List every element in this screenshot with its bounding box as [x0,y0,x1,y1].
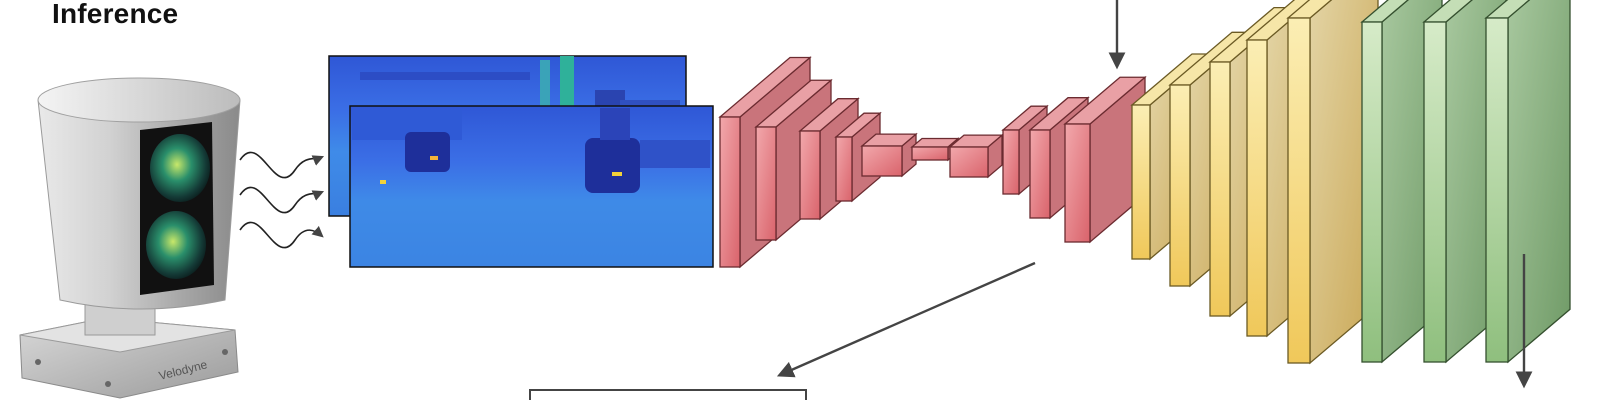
decoder-yellow-block-5 [1286,0,1379,365]
encoder-block-7 [948,133,1004,179]
signal-waves [239,151,325,249]
lidar-lens-top [150,134,210,202]
encoder-block-6 [910,137,960,162]
network-layers [718,0,1571,365]
lidar-sensor: Velodyne [19,77,241,399]
encoder-block-10 [1063,75,1147,244]
arrow-to-bottom-left [776,261,1036,378]
range-image-front [349,105,714,268]
encoder-block-5 [860,132,918,178]
lidar-lens-bottom [146,211,206,279]
output-box-edge [529,389,807,400]
decoder-green-block-3 [1484,0,1571,364]
flow-arrows [776,0,1533,389]
page-title: Inference [52,0,179,29]
